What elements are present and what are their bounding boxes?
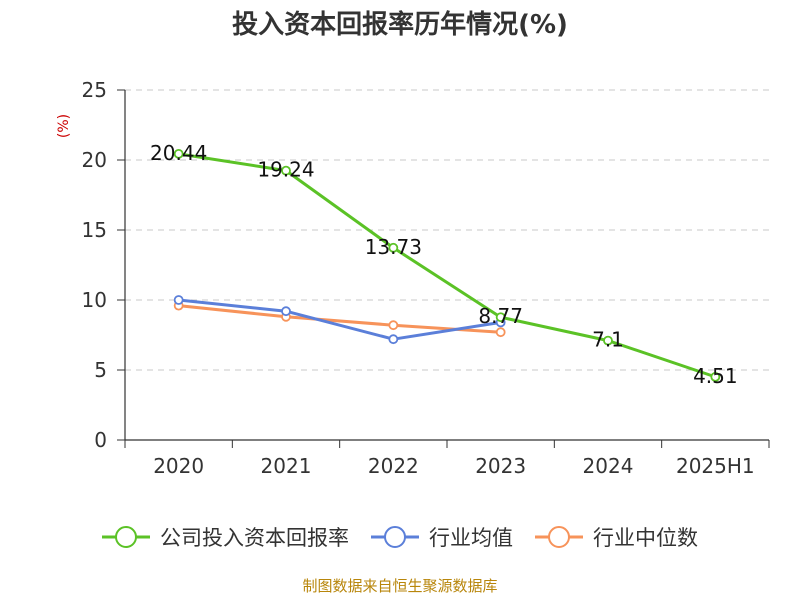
data-point [388,334,399,345]
y-tick-label: 15 [82,218,107,242]
y-axis-unit: (%) [56,114,72,138]
data-point [495,327,506,338]
series-line [178,298,501,341]
legend-label: 行业均值 [429,526,513,550]
y-tick-label: 20 [82,148,107,172]
data-point [281,165,291,176]
x-tick-label: 2021 [261,454,312,478]
data-label: 19.24 [257,158,314,182]
y-tick-label: 10 [82,288,107,312]
data-point [173,148,184,159]
legend-label: 行业中位数 [593,526,698,550]
data-point [388,242,399,253]
legend-item[interactable]: 行业均值 [371,526,513,550]
x-tick-label: 2022 [368,454,419,478]
series-line [178,304,501,334]
x-tick-label: 2023 [475,454,526,478]
legend-label: 公司投入资本回报率 [160,526,349,550]
data-label: 13.73 [365,235,422,259]
legend[interactable]: 公司投入资本回报率 行业均值 行业中位数 [102,526,698,550]
grid-lines [125,89,769,371]
source-note: 制图数据来自恒生聚源数据库 [302,577,497,595]
y-tick-label: 0 [94,428,107,452]
data-point [710,371,721,382]
data-label: 8.77 [478,304,523,328]
series-group [173,148,721,382]
x-tick-label: 2025H1 [676,454,755,478]
data-label: 4.51 [693,364,738,388]
data-label: 7.1 [592,328,624,352]
legend-item[interactable]: 行业中位数 [535,526,698,550]
data-point [388,320,399,331]
y-tick-label: 5 [94,358,107,382]
data-label: 20.44 [150,141,207,165]
chart-title: 投入资本回报率历年情况(%) [232,9,568,40]
data-labels: 20.44 19.24 13.73 8.77 7.1 4.51 [150,141,738,388]
legend-marker [384,526,406,548]
legend-marker [548,526,570,548]
legend-item[interactable]: 公司投入资本回报率 [102,526,349,550]
data-point [603,335,613,346]
series-line [178,152,716,379]
axes: 0 5 10 15 20 25 2020 2021 2022 2023 2024 2025H1 [82,78,770,478]
data-point [173,295,184,305]
y-tick-label: 25 [82,78,107,102]
data-point [495,312,506,323]
data-point [281,306,291,317]
x-tick-label: 2020 [153,454,204,478]
x-tick-label: 2024 [583,454,634,478]
legend-marker [115,526,137,548]
